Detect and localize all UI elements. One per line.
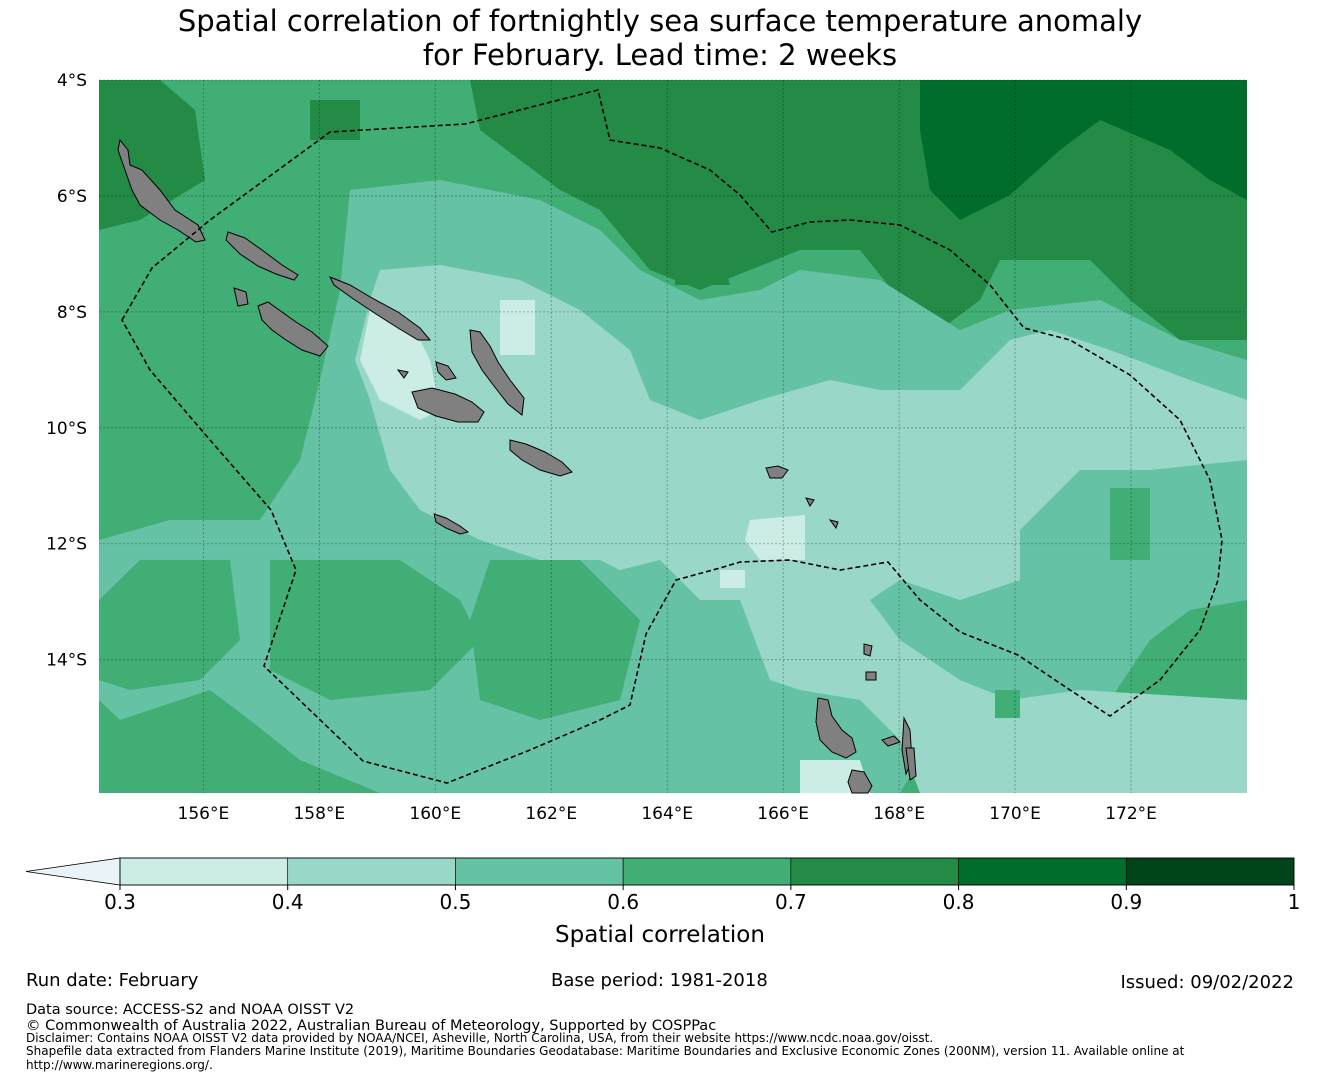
ontong-java-atoll (396, 369, 409, 379)
colorbar-bin (622, 857, 792, 886)
colorbar-bin (790, 857, 959, 886)
lon-tick-label: 166°E (757, 804, 809, 824)
axis-ticks: 156°E 158°E 160°E 162°E 164°E 166°E 168°E 170°E… (46, 71, 1157, 824)
colorbar-tick-label: 0.5 (440, 890, 472, 914)
lon-tick-label: 160°E (409, 804, 461, 824)
colorbar-outline (119, 857, 1295, 886)
shapefile-credit-line-1: Shapefile data extracted from Flanders M… (26, 1044, 1185, 1058)
guadalcanal-island (411, 387, 485, 423)
florida-islands (435, 361, 457, 381)
lon-tick-label: 170°E (989, 804, 1041, 824)
tikopia-island (828, 519, 839, 530)
santa-cruz-islands (765, 465, 789, 479)
lon-tick-label: 162°E (525, 804, 577, 824)
malaita-island (469, 329, 525, 416)
colorbar-extend-arrow (25, 857, 121, 886)
title-line-1: Spatial correlation of fortnightly sea s… (177, 4, 1143, 38)
colorbar-tick-label: 0.4 (272, 890, 304, 914)
land-masses (117, 138, 917, 794)
lat-tick-label: 8°S (57, 303, 87, 323)
lat-tick-label: 4°S (57, 71, 87, 91)
choiseul-island (225, 231, 299, 281)
colorbar-tick-label: 0.7 (775, 890, 807, 914)
lon-tick-label: 168°E (873, 804, 925, 824)
banks-islands (865, 671, 877, 681)
lon-tick-label: 172°E (1105, 804, 1157, 824)
colorbar-label: Spatial correlation (555, 922, 765, 948)
base-period-text: Base period: 1981-2018 (551, 970, 768, 991)
data-source-text: Data source: ACCESS-S2 and NOAA OISST V2 (26, 1002, 355, 1018)
gridlines (99, 79, 1247, 793)
vanuatu-ambae (881, 735, 901, 747)
torres-islands (863, 643, 873, 657)
rennell-island (433, 513, 470, 535)
santa-isabel-island (328, 276, 432, 341)
vanuatu-malekula (847, 769, 873, 794)
lon-tick-label: 158°E (293, 804, 345, 824)
vanuatu-maewo (905, 747, 917, 781)
copyright-text: © Commonwealth of Australia 2022, Austra… (26, 1018, 717, 1034)
lon-tick-label: 156°E (178, 804, 230, 824)
colorbar-tick-label: 0.6 (607, 890, 639, 914)
vanuatu-espiritu-santo (815, 697, 857, 759)
bougainville-island (117, 138, 206, 243)
issued-date-text: Issued: 09/02/2022 (1120, 972, 1294, 993)
colorbar-tick-label: 1 (1288, 890, 1301, 914)
colorbar-bin (1125, 857, 1295, 886)
colorbar-tick-label: 0.9 (1110, 890, 1142, 914)
eez-boundaries (121, 89, 1223, 784)
disclaimer-text: Disclaimer: Contains NOAA OISST V2 data … (26, 1031, 934, 1045)
colorbar-bin (119, 857, 289, 886)
colorbar-bin (958, 857, 1127, 886)
colorbar-tick-label: 0.8 (943, 890, 975, 914)
title-line-2: for February. Lead time: 2 weeks (422, 38, 898, 72)
colorbar-tick-label: 0.3 (104, 890, 136, 914)
lon-tick-label: 164°E (641, 804, 693, 824)
makira-island (509, 439, 573, 477)
run-date-text: Run date: February (26, 970, 199, 991)
shapefile-credit-line-2: http://www.marineregions.org/. (26, 1058, 213, 1072)
colorbar-bin (287, 857, 456, 886)
vella-lavella-island (233, 287, 249, 307)
lat-tick-label: 12°S (46, 535, 87, 555)
correlation-field (99, 80, 1247, 793)
lat-tick-label: 14°S (46, 651, 87, 671)
new-georgia-islands (257, 301, 329, 357)
lat-tick-label: 10°S (46, 419, 87, 439)
solomon-islands-eez (121, 89, 1223, 784)
colorbar: 0.3 0.4 0.5 0.6 0.7 0.8 0.9 1 (25, 857, 1301, 914)
reef-islands (805, 497, 815, 507)
map-title: Spatial correlation of fortnightly sea s… (0, 4, 1320, 72)
lat-tick-label: 6°S (57, 187, 87, 207)
colorbar-bin (455, 857, 624, 886)
